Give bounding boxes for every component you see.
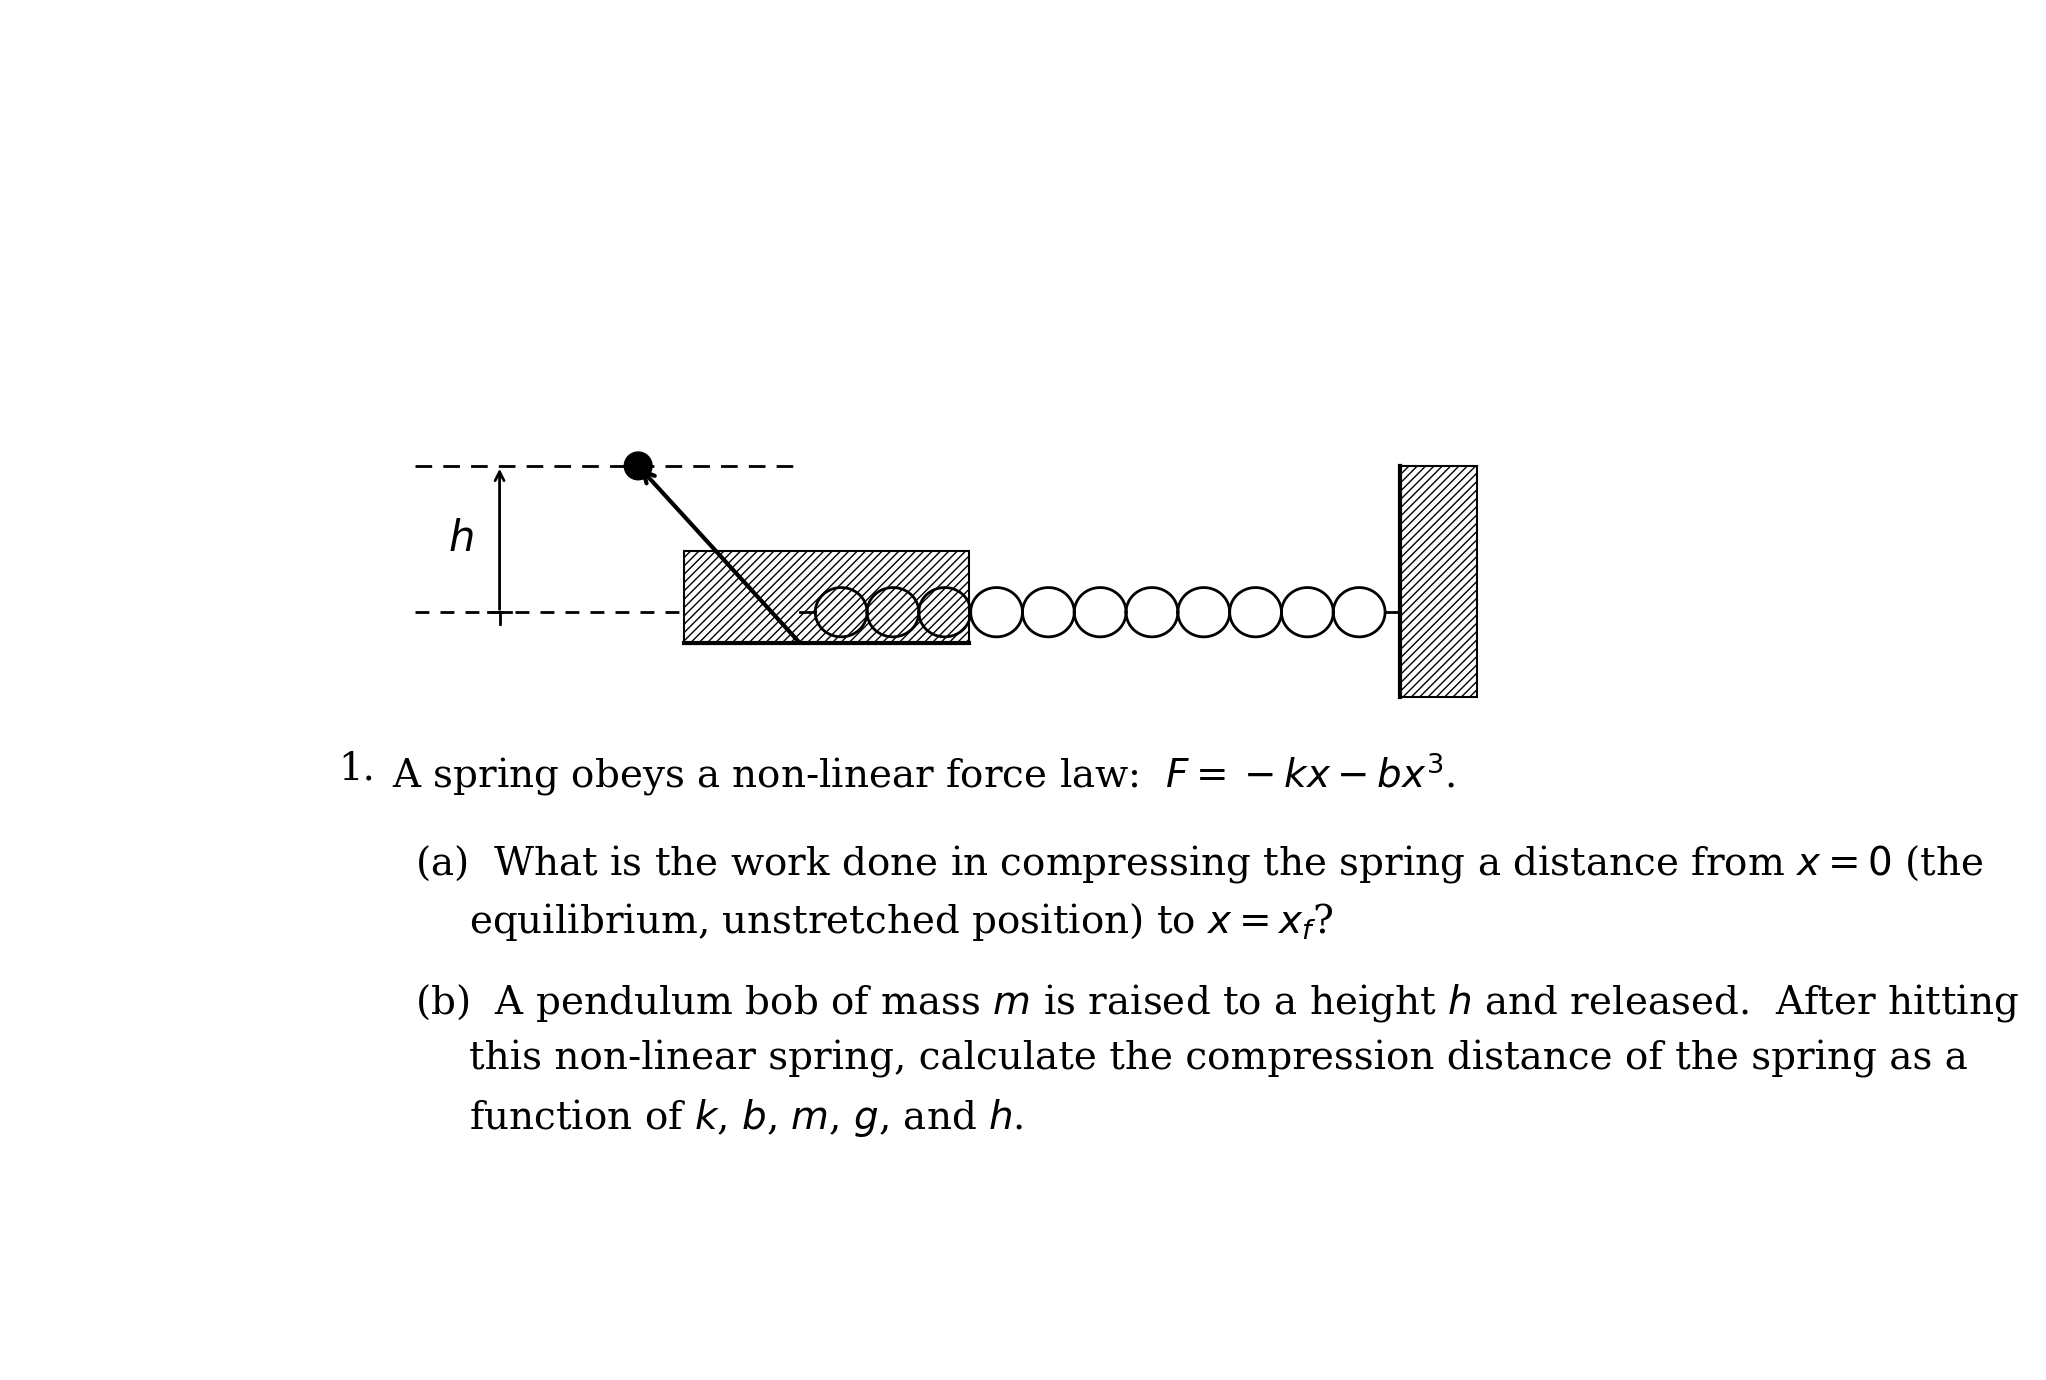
- Bar: [683, 551, 970, 643]
- Text: 1.: 1.: [338, 751, 374, 788]
- Bar: [1399, 466, 1477, 697]
- Text: function of $k$, $b$, $m$, $g$, and $h$.: function of $k$, $b$, $m$, $g$, and $h$.: [469, 1097, 1023, 1140]
- Text: (b)  A pendulum bob of mass $m$ is raised to a height $h$ and released.  After h: (b) A pendulum bob of mass $m$ is raised…: [415, 981, 2019, 1024]
- Text: (a)  What is the work done in compressing the spring a distance from $x = 0$ (th: (a) What is the work done in compressing…: [415, 843, 1983, 885]
- Text: equilibrium, unstretched position) to $x = x_f$?: equilibrium, unstretched position) to $x…: [469, 901, 1332, 943]
- Text: $h$: $h$: [448, 518, 475, 560]
- Text: A spring obeys a non-linear force law:  $F = -kx - bx^3$.: A spring obeys a non-linear force law: $…: [391, 751, 1455, 799]
- Text: this non-linear spring, calculate the compression distance of the spring as a: this non-linear spring, calculate the co…: [469, 1039, 1968, 1078]
- Circle shape: [624, 453, 653, 480]
